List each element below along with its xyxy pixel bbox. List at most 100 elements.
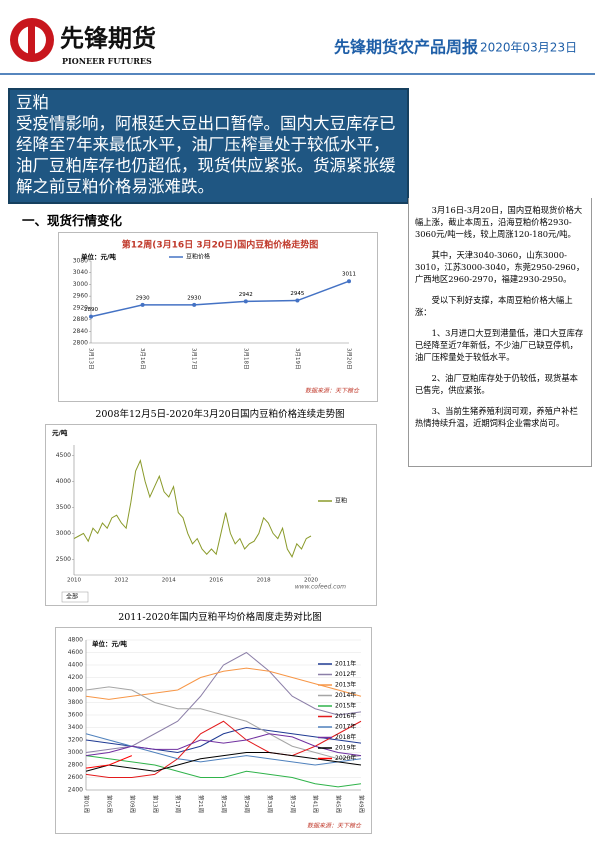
x-tick-label: 第05周 [105, 795, 113, 813]
x-tick-label: 3月19日 [294, 348, 301, 370]
legend-label: 2017年 [335, 723, 356, 731]
marker [140, 302, 145, 307]
x-tick-label: 3月16日 [139, 348, 146, 370]
y-tick-label: 3500 [56, 504, 71, 511]
legend-label: 2019年 [335, 744, 356, 752]
data-label: 3011 [342, 272, 356, 278]
x-tick-label: 第33周 [266, 795, 274, 813]
data-label: 2930 [136, 295, 150, 301]
unit-label: 单位：元/吨 [92, 639, 127, 648]
marker [295, 298, 300, 303]
x-tick-label: 第01周 [83, 795, 91, 813]
marker [243, 299, 248, 304]
caption: 2011-2020年国内豆粕平均价格周度走势对比图 [118, 612, 322, 623]
x-tick-label: 3月18日 [242, 348, 249, 370]
x-tick-label: 第49周 [358, 795, 366, 813]
legend-label: 2015年 [335, 702, 356, 710]
x-tick-label: 第37周 [289, 795, 297, 813]
chart-title: 第12周(3月16日 3月20日)国内豆粕价格走势图 [122, 239, 318, 251]
y-tick-label: 2880 [73, 316, 88, 323]
section-heading: 一、现货行情变化 [22, 213, 123, 228]
x-tick-label: 3月13日 [88, 348, 95, 370]
legend-label: 2020年 [335, 754, 356, 762]
data-label: 2945 [290, 291, 304, 297]
legend-label: 2014年 [335, 691, 356, 699]
y-tick-label: 2500 [56, 556, 71, 563]
series-line [73, 459, 312, 558]
banner: 豆粕 受疫情影响，阿根廷大豆出口暂停。国内大豆库存已经降至7年来最低水平，油厂压… [8, 88, 409, 204]
legend-label: 2011年 [335, 660, 356, 668]
marker [192, 302, 197, 307]
y-tick-label: 4200 [68, 674, 83, 681]
data-label: 2930 [187, 295, 201, 301]
series-line [85, 733, 362, 757]
y-tick-label: 3400 [68, 724, 83, 731]
series-line [85, 755, 362, 788]
marker [89, 314, 93, 319]
x-tick-label: 第29周 [243, 795, 251, 813]
chart: 元/吨 2500 3000 3500 4000 4500 2010 2012 2014 2016 2… [45, 424, 377, 606]
y-tick-label: 2840 [73, 328, 88, 335]
x-tick-label: 第25周 [220, 795, 228, 813]
paragraph: 2、油厂豆粕库存处于仍较低，现货基本已售完，供应紧张。 [415, 373, 578, 395]
paragraph: 1、3月进口大豆到港量低，港口大豆库存已经降至近7年新低，不少油厂已缺豆停机，油… [415, 328, 584, 362]
y-tick-label: 4600 [68, 649, 83, 656]
y-tick-label: 2800 [68, 762, 83, 769]
data-label: 2890 [84, 307, 98, 313]
x-tick-label: 第41周 [312, 795, 320, 813]
y-tick-label: 2600 [68, 774, 83, 781]
y-tick-label: 2960 [73, 293, 88, 300]
paragraph: 受以下利好支撑，本周豆粕价格大幅上涨： [415, 295, 573, 317]
legend-label: 2016年 [335, 712, 356, 720]
series-line [85, 720, 362, 778]
y-tick-label: 4800 [68, 637, 83, 644]
report-date: 2020年03月23日 [480, 41, 577, 55]
x-tick-label: 2010 [67, 578, 81, 584]
y-tick-label: 3000 [68, 749, 83, 756]
caption: 2008年12月5日-2020年3月20日国内豆粕价格连续走势图 [95, 409, 345, 420]
x-tick-label: 3月17日 [191, 348, 198, 370]
header: 先锋期货 PIONEER FUTURES 先锋期货农产品周报 2020年03月2… [0, 18, 595, 75]
source-note: 数据来源：天下粮仓 [307, 822, 362, 830]
y-tick-label: 4500 [56, 452, 71, 459]
legend-label: 2012年 [335, 670, 356, 678]
y-tick-label: 3800 [68, 699, 83, 706]
x-tick-label: 第45周 [335, 795, 343, 813]
legend-label: 豆粕价格 [186, 253, 210, 261]
x-tick-label: 2012 [114, 578, 128, 584]
source-note: www.cofeed.com [295, 584, 346, 591]
logo-mark [28, 22, 35, 58]
x-tick-label: 2016 [209, 578, 223, 584]
unit-label: 元/吨 [52, 428, 68, 437]
y-tick-label: 4000 [56, 478, 71, 485]
paragraph: 其中，天津3040-3060，山东3000-3010，江苏3000-3040，东… [415, 250, 585, 284]
logo-en: PIONEER FUTURES [62, 56, 152, 66]
x-tick-label: 第09周 [128, 795, 136, 813]
y-tick-label: 3080 [73, 258, 88, 265]
report-title: 先锋期货农产品周报 [334, 38, 478, 57]
y-tick-label: 2400 [68, 787, 83, 794]
y-tick-label: 3200 [68, 737, 83, 744]
data-label: 2942 [239, 292, 253, 298]
y-tick-label: 2800 [73, 340, 88, 347]
x-tick-label: 2020 [304, 578, 318, 584]
x-tick-label: 第13周 [151, 795, 159, 813]
chart: 单位：元/吨 2400 2600 2800 3000 3200 3400 3600 3800 40… [55, 627, 372, 834]
y-tick-label: 2920 [73, 304, 88, 311]
range-button [61, 591, 89, 603]
y-tick-label: 3000 [56, 530, 71, 537]
y-tick-label: 3600 [68, 712, 83, 719]
paragraph: 3、当前生猪养殖利润可观，养殖户补栏热情持续升温，近期饲料企业需求尚可。 [415, 406, 578, 428]
series-line [85, 752, 362, 772]
banner-title: 豆粕 [16, 93, 49, 112]
series-line [90, 280, 350, 318]
side-column: 3月16日-3月20日，国内豆粕现货价格大幅上涨，截止本周五，沿海豆粕价格293… [408, 198, 592, 467]
y-tick-label: 4400 [68, 662, 83, 669]
x-tick-label: 2014 [162, 578, 176, 584]
legend-label: 2018年 [335, 733, 356, 741]
source-note: 数据来源：天下粮仓 [305, 387, 360, 395]
series-line [85, 733, 362, 766]
y-tick-label: 4000 [68, 687, 83, 694]
